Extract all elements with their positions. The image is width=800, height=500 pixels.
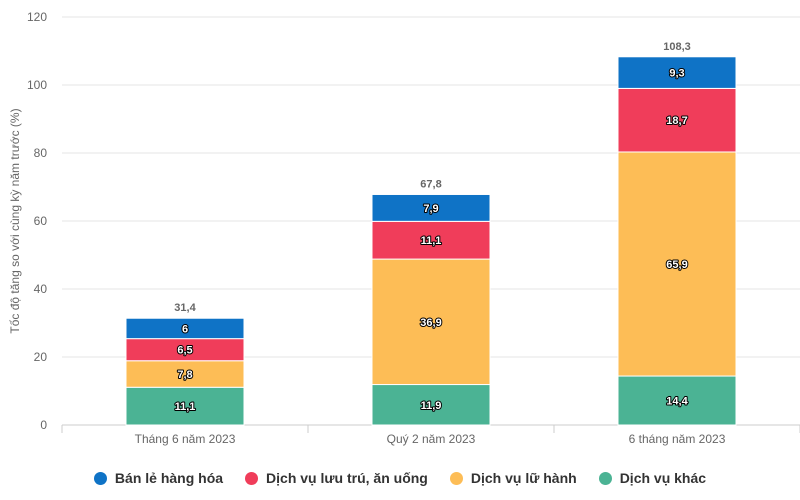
data-label: 7,9 bbox=[423, 203, 438, 215]
legend-label: Dịch vụ lưu trú, ăn uống bbox=[266, 470, 428, 486]
bar-segment bbox=[371, 193, 491, 222]
y-tick-label: 20 bbox=[34, 350, 48, 364]
data-label: 18,7 bbox=[666, 115, 687, 127]
bar-segment bbox=[371, 384, 491, 426]
bar-segment bbox=[617, 56, 737, 89]
bar-segment bbox=[617, 375, 737, 426]
legend-item[interactable]: Dịch vụ lữ hành bbox=[449, 470, 577, 486]
y-tick-label: 0 bbox=[40, 418, 47, 432]
data-label: 14,4 bbox=[666, 396, 688, 408]
total-label: 31,4 bbox=[174, 302, 196, 314]
data-label: 36,9 bbox=[420, 317, 441, 329]
total-label: 108,3 bbox=[663, 41, 691, 53]
y-axis-title: Tốc độ tăng so với cùng kỳ năm trước (%) bbox=[8, 108, 22, 333]
legend-label: Dịch vụ khác bbox=[619, 470, 707, 486]
total-label: 67,8 bbox=[420, 178, 441, 190]
data-label: 9,3 bbox=[669, 68, 684, 80]
legend-marker bbox=[449, 471, 463, 485]
y-tick-label: 80 bbox=[34, 146, 48, 160]
bar-segment bbox=[125, 386, 245, 426]
legend-label: Dịch vụ lữ hành bbox=[470, 470, 577, 486]
x-tick-label: Quý 2 năm 2023 bbox=[387, 432, 476, 446]
legend-marker bbox=[93, 471, 107, 485]
legend-item[interactable]: Dịch vụ khác bbox=[598, 470, 707, 486]
y-tick-label: 40 bbox=[34, 282, 48, 296]
legend-marker bbox=[598, 471, 612, 485]
data-label: 6 bbox=[182, 323, 188, 335]
chart-plot: 0 20 40 60 80 100 120 Tốc độ tăng so với cùng k… bbox=[8, 10, 800, 446]
bar-segment bbox=[125, 317, 245, 340]
data-label: 11,1 bbox=[175, 401, 196, 413]
bar-segment bbox=[371, 220, 491, 260]
y-tick-label: 100 bbox=[27, 78, 47, 92]
bar-segment bbox=[617, 151, 737, 377]
data-label: 7,8 bbox=[177, 369, 192, 381]
y-tick-label: 120 bbox=[27, 10, 47, 24]
bar-segment bbox=[371, 258, 491, 386]
data-label: 65,9 bbox=[666, 259, 687, 271]
bar-segment bbox=[125, 360, 245, 388]
x-tick-label: 6 tháng năm 2023 bbox=[629, 432, 726, 446]
chart-legend: Bán lẻ hàng hóa Dịch vụ lưu trú, ăn uống D… bbox=[0, 466, 800, 490]
legend-marker bbox=[245, 471, 259, 485]
x-tick-label: Tháng 6 năm 2023 bbox=[135, 432, 236, 446]
legend-item[interactable]: Dịch vụ lưu trú, ăn uống bbox=[245, 470, 428, 486]
bar-segment bbox=[617, 87, 737, 153]
data-label: 11,9 bbox=[421, 400, 442, 412]
legend-label: Bán lẻ hàng hóa bbox=[114, 470, 224, 486]
data-label: 11,1 bbox=[421, 235, 442, 247]
data-label: 6,5 bbox=[177, 345, 192, 357]
y-tick-label: 60 bbox=[34, 214, 48, 228]
legend-item[interactable]: Bán lẻ hàng hóa bbox=[93, 470, 224, 486]
